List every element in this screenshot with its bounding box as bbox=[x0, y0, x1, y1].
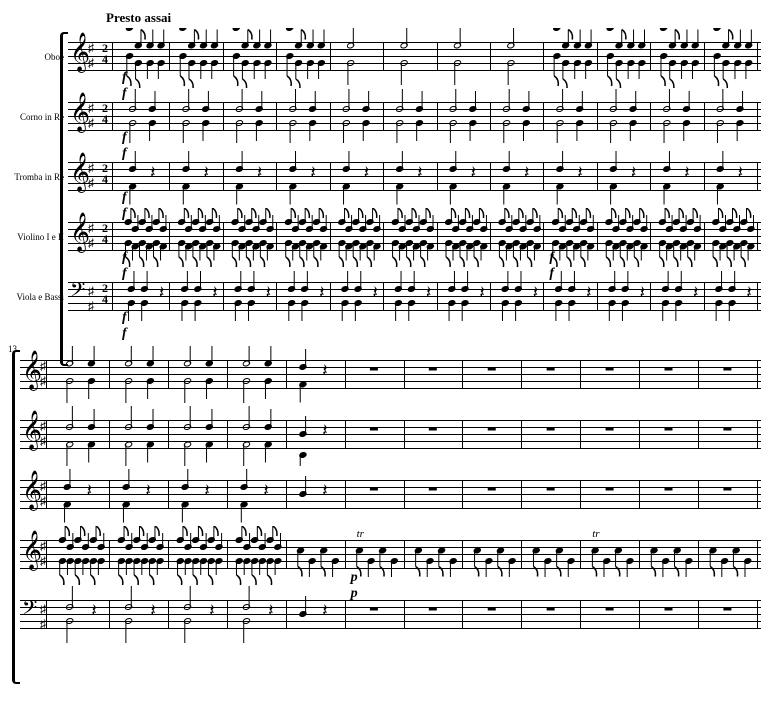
staff-row-oboe: 𝄞♯♯𝄽 bbox=[8, 346, 761, 406]
instrument-label: Corno in Re bbox=[8, 113, 68, 123]
instrument-label: Oboe bbox=[8, 53, 68, 63]
staff-row-corno: 𝄞♯♯𝄽 bbox=[8, 406, 761, 466]
svg-text:𝄽: 𝄽 bbox=[479, 283, 485, 303]
staff-row-violins: 𝄞♯♯pptrtr bbox=[8, 526, 761, 586]
tempo-marking: Presto assai bbox=[106, 10, 761, 26]
instrument-label: Violino I e II bbox=[8, 233, 68, 243]
staff-row-bass: Viola e Bassi 𝄢♯♯24𝄽𝄽𝄽𝄽𝄽𝄽𝄽𝄽𝄽𝄽𝄽𝄽ff bbox=[8, 268, 761, 328]
svg-text:𝄽: 𝄽 bbox=[417, 163, 423, 183]
staff-row-violins: Violino I e II 𝄞♯♯24ffff bbox=[8, 208, 761, 268]
svg-text:𝄽: 𝄽 bbox=[373, 283, 379, 303]
svg-text:𝄽: 𝄽 bbox=[524, 163, 530, 183]
staff-violins: 𝄞♯♯pptrtr bbox=[20, 526, 761, 586]
staff-row-tromba: Tromba in Re 𝄞♯♯24𝄽𝄽𝄽𝄽𝄽𝄽𝄽𝄽𝄽𝄽𝄽𝄽ff bbox=[8, 148, 761, 208]
staff-tromba: 𝄞♯♯24𝄽𝄽𝄽𝄽𝄽𝄽𝄽𝄽𝄽𝄽𝄽𝄽ff bbox=[68, 148, 761, 208]
svg-text:𝄽: 𝄽 bbox=[746, 283, 752, 303]
instrument-label: Tromba in Re bbox=[8, 173, 68, 183]
svg-text:𝄽: 𝄽 bbox=[322, 601, 328, 621]
svg-text:𝄽: 𝄽 bbox=[268, 601, 274, 621]
staff-bass: 𝄢♯♯𝄽𝄽𝄽𝄽𝄽 bbox=[20, 586, 761, 646]
svg-text:𝄽: 𝄽 bbox=[322, 361, 328, 381]
svg-text:𝄽: 𝄽 bbox=[310, 163, 316, 183]
staff-row-corno: Corno in Re 𝄞♯♯24ff bbox=[8, 88, 761, 148]
svg-text:𝄽: 𝄽 bbox=[204, 481, 210, 501]
svg-text:𝄽: 𝄽 bbox=[257, 163, 263, 183]
svg-text:𝄽: 𝄽 bbox=[322, 481, 328, 501]
svg-text:𝄽: 𝄽 bbox=[631, 163, 637, 183]
staff-bass: 𝄢♯♯24𝄽𝄽𝄽𝄽𝄽𝄽𝄽𝄽𝄽𝄽𝄽𝄽ff bbox=[68, 268, 761, 328]
svg-text:𝄽: 𝄽 bbox=[212, 283, 218, 303]
svg-text:𝄽: 𝄽 bbox=[577, 163, 583, 183]
svg-text:𝄽: 𝄽 bbox=[209, 601, 215, 621]
svg-text:𝄽: 𝄽 bbox=[586, 283, 592, 303]
svg-text:𝄽: 𝄽 bbox=[145, 481, 151, 501]
svg-text:𝄽: 𝄽 bbox=[640, 283, 646, 303]
staff-row-bass: 𝄢♯♯𝄽𝄽𝄽𝄽𝄽 bbox=[8, 586, 761, 646]
svg-text:𝄽: 𝄽 bbox=[693, 283, 699, 303]
svg-text:𝄽: 𝄽 bbox=[426, 283, 432, 303]
svg-text:𝄽: 𝄽 bbox=[159, 283, 165, 303]
trill-marking: tr bbox=[357, 528, 364, 540]
instrument-label: Viola e Bassi bbox=[8, 293, 68, 303]
score-page: Presto assai Oboe 𝄞♯♯24ff Corno in Re 𝄞♯… bbox=[0, 0, 769, 674]
svg-text:𝄽: 𝄽 bbox=[684, 163, 690, 183]
svg-text:𝄽: 𝄽 bbox=[266, 283, 272, 303]
svg-text:𝄽: 𝄽 bbox=[533, 283, 539, 303]
staff-corno: 𝄞♯♯24ff bbox=[68, 88, 761, 148]
svg-text:𝄽: 𝄽 bbox=[91, 601, 97, 621]
svg-text:𝄽: 𝄽 bbox=[319, 283, 325, 303]
svg-text:𝄽: 𝄽 bbox=[364, 163, 370, 183]
trill-marking: tr bbox=[592, 528, 599, 540]
svg-text:𝄽: 𝄽 bbox=[471, 163, 477, 183]
system-1: Oboe 𝄞♯♯24ff Corno in Re 𝄞♯♯24ff Tromba … bbox=[8, 28, 761, 328]
svg-text:𝄽: 𝄽 bbox=[150, 601, 156, 621]
svg-text:𝄽: 𝄽 bbox=[204, 163, 210, 183]
staff-tromba: 𝄞♯♯𝄽𝄽𝄽𝄽𝄽 bbox=[20, 466, 761, 526]
staff-row-oboe: Oboe 𝄞♯♯24ff bbox=[8, 28, 761, 88]
svg-text:𝄽: 𝄽 bbox=[87, 481, 93, 501]
staff-corno: 𝄞♯♯𝄽 bbox=[20, 406, 761, 466]
svg-text:𝄽: 𝄽 bbox=[150, 163, 156, 183]
dynamic-f: ff bbox=[122, 310, 127, 342]
svg-text:𝄽: 𝄽 bbox=[322, 421, 328, 441]
system-2: 13 𝄞♯♯𝄽 𝄞♯♯𝄽 𝄞♯♯𝄽𝄽𝄽𝄽𝄽 𝄞♯♯pptrtr 𝄢♯♯𝄽𝄽𝄽𝄽𝄽 bbox=[8, 346, 761, 646]
staff-violins: 𝄞♯♯24ffff bbox=[68, 208, 761, 268]
svg-text:𝄽: 𝄽 bbox=[263, 481, 269, 501]
staff-oboe: 𝄞♯♯𝄽 bbox=[20, 346, 761, 406]
svg-text:𝄽: 𝄽 bbox=[738, 163, 744, 183]
staff-row-tromba: 𝄞♯♯𝄽𝄽𝄽𝄽𝄽 bbox=[8, 466, 761, 526]
staff-oboe: 𝄞♯♯24ff bbox=[68, 28, 761, 88]
